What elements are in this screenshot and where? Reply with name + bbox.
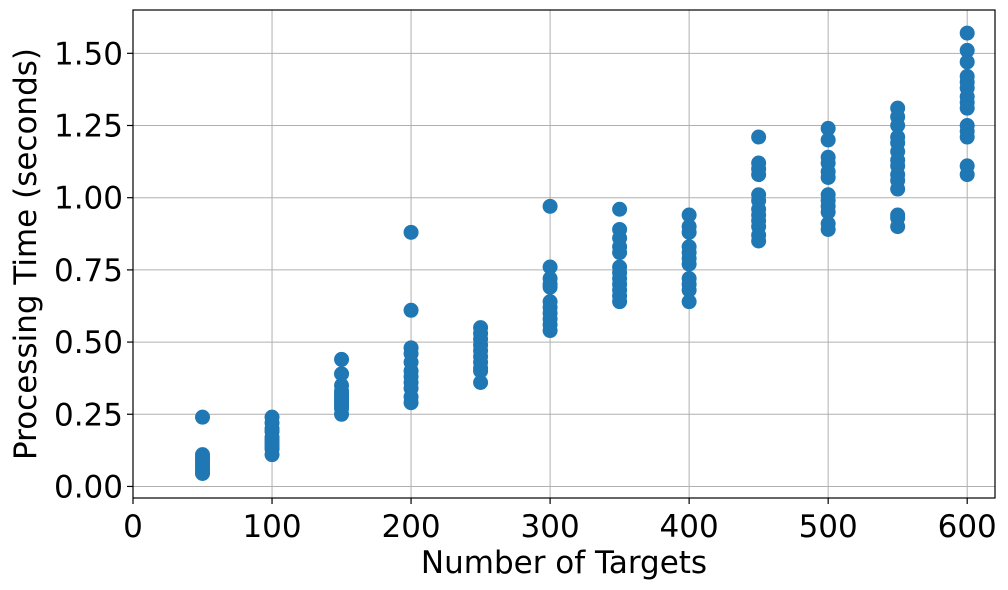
data-point bbox=[681, 207, 697, 223]
data-point bbox=[681, 294, 697, 310]
data-points bbox=[195, 25, 975, 481]
data-point bbox=[473, 363, 489, 379]
data-point bbox=[334, 406, 350, 422]
y-tick-label: 1.50 bbox=[54, 36, 123, 72]
data-point bbox=[959, 100, 975, 116]
data-point bbox=[612, 245, 628, 261]
y-tick-label: 1.25 bbox=[54, 109, 123, 145]
y-tick-label: 0.50 bbox=[54, 325, 123, 361]
x-tick-label: 600 bbox=[938, 509, 997, 545]
x-tick-label: 400 bbox=[660, 509, 719, 545]
data-point bbox=[820, 204, 836, 220]
data-point bbox=[959, 25, 975, 41]
x-tick-label: 100 bbox=[242, 509, 301, 545]
x-tick-label: 200 bbox=[381, 509, 440, 545]
data-point bbox=[542, 259, 558, 275]
data-point bbox=[820, 169, 836, 185]
data-point bbox=[751, 233, 767, 249]
y-axis-title: Processing Time (seconds) bbox=[8, 48, 44, 460]
data-point bbox=[195, 465, 211, 481]
plot-frame bbox=[132, 9, 996, 499]
data-point bbox=[681, 224, 697, 240]
data-point bbox=[959, 167, 975, 183]
data-point bbox=[264, 447, 280, 463]
data-point bbox=[681, 256, 697, 272]
data-point bbox=[612, 294, 628, 310]
data-point bbox=[820, 132, 836, 148]
data-point bbox=[612, 201, 628, 217]
data-point bbox=[542, 279, 558, 295]
data-point bbox=[820, 221, 836, 237]
data-point bbox=[542, 323, 558, 339]
y-tick-label: 0.75 bbox=[54, 253, 123, 289]
data-point bbox=[473, 374, 489, 390]
data-point bbox=[403, 395, 419, 411]
data-point bbox=[751, 167, 767, 183]
data-point bbox=[890, 219, 906, 235]
data-point bbox=[403, 224, 419, 240]
grid bbox=[132, 10, 995, 498]
x-tick-label: 300 bbox=[521, 509, 580, 545]
data-point bbox=[681, 282, 697, 298]
y-tick-label: 1.00 bbox=[54, 181, 123, 217]
y-tick-label: 0.25 bbox=[54, 397, 123, 433]
data-point bbox=[195, 409, 211, 425]
y-tick-label: 0.00 bbox=[54, 469, 123, 505]
x-axis-title: Number of Targets bbox=[421, 545, 707, 581]
data-point bbox=[334, 366, 350, 382]
data-point bbox=[820, 120, 836, 136]
data-point bbox=[890, 118, 906, 134]
data-point bbox=[959, 54, 975, 70]
x-tick-label: 0 bbox=[123, 509, 143, 545]
x-tick-label: 500 bbox=[799, 509, 858, 545]
data-point bbox=[959, 42, 975, 58]
data-point bbox=[542, 198, 558, 214]
data-point bbox=[334, 351, 350, 367]
data-point bbox=[890, 181, 906, 197]
data-point bbox=[959, 129, 975, 145]
data-point bbox=[751, 129, 767, 145]
data-point bbox=[403, 302, 419, 318]
axis-ticks: 0 100 200 300 400 500 600 0.00 0.25 0.50 0.75 1.00 1… bbox=[54, 36, 997, 545]
